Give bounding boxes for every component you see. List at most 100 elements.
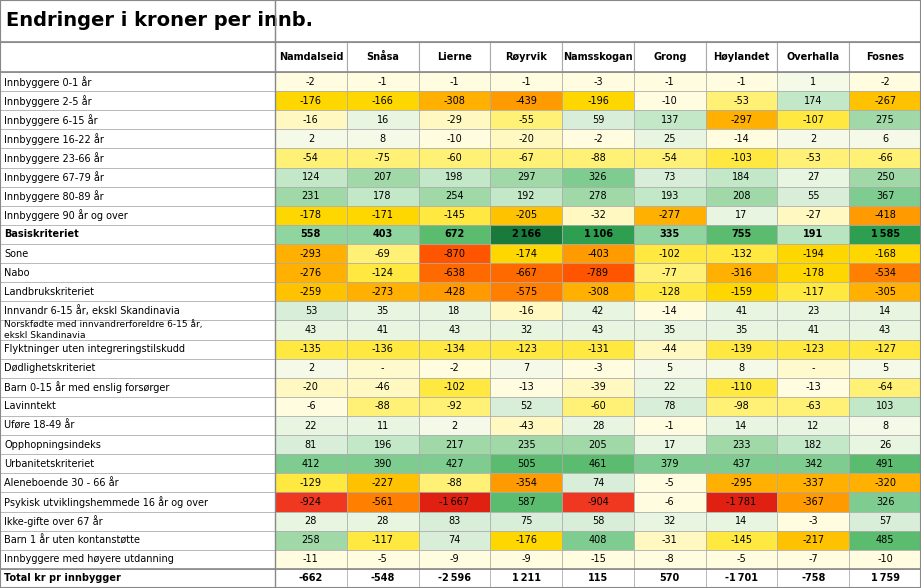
Bar — [347, 339, 418, 359]
Text: -66: -66 — [877, 153, 893, 163]
Bar — [777, 42, 849, 72]
Text: -9: -9 — [449, 554, 460, 564]
Text: -123: -123 — [515, 344, 537, 354]
Text: -44: -44 — [662, 344, 678, 354]
Bar — [418, 206, 490, 225]
Text: 18: 18 — [449, 306, 460, 316]
Bar — [347, 416, 418, 435]
Text: 17: 17 — [664, 440, 676, 450]
Bar — [275, 492, 347, 512]
Bar — [418, 91, 490, 110]
Text: Flyktninger uten integreringstilskudd: Flyktninger uten integreringstilskudd — [4, 344, 185, 354]
Text: 57: 57 — [879, 516, 892, 526]
Bar — [490, 168, 562, 186]
Bar — [0, 397, 275, 416]
Text: 75: 75 — [520, 516, 532, 526]
Bar — [347, 225, 418, 244]
Bar — [705, 569, 777, 588]
Bar — [275, 416, 347, 435]
Text: 326: 326 — [589, 172, 607, 182]
Text: -67: -67 — [519, 153, 534, 163]
Text: 14: 14 — [736, 420, 748, 430]
Text: -904: -904 — [587, 497, 609, 507]
Bar — [849, 550, 921, 569]
Bar — [634, 282, 705, 301]
Bar — [490, 454, 562, 473]
Bar — [347, 301, 418, 320]
Bar — [634, 530, 705, 550]
Bar — [777, 512, 849, 530]
Text: 35: 35 — [735, 325, 748, 335]
Bar — [275, 397, 347, 416]
Bar — [418, 42, 490, 72]
Text: -354: -354 — [515, 478, 537, 488]
Bar — [0, 110, 275, 129]
Bar — [634, 435, 705, 454]
Text: -259: -259 — [300, 287, 322, 297]
Bar — [849, 473, 921, 492]
Bar — [490, 206, 562, 225]
Bar — [347, 530, 418, 550]
Bar — [490, 473, 562, 492]
Text: 1 759: 1 759 — [870, 573, 900, 583]
Text: 254: 254 — [445, 191, 464, 201]
Bar — [777, 110, 849, 129]
Text: -145: -145 — [443, 211, 465, 220]
Text: 408: 408 — [589, 535, 607, 545]
Bar — [562, 148, 634, 168]
Text: Basiskriteriet: Basiskriteriet — [4, 229, 79, 239]
Bar — [777, 454, 849, 473]
Bar — [705, 186, 777, 206]
Text: 52: 52 — [520, 402, 532, 412]
Bar — [562, 397, 634, 416]
Text: 78: 78 — [664, 402, 676, 412]
Bar — [0, 244, 275, 263]
Bar — [347, 129, 418, 148]
Bar — [490, 301, 562, 320]
Bar — [490, 225, 562, 244]
Text: -166: -166 — [372, 96, 393, 106]
Text: -75: -75 — [375, 153, 391, 163]
Text: 115: 115 — [588, 573, 608, 583]
Bar — [849, 320, 921, 339]
Text: -638: -638 — [444, 268, 465, 278]
Bar — [275, 206, 347, 225]
Text: 16: 16 — [377, 115, 389, 125]
Text: Namsskogan: Namsskogan — [563, 52, 633, 62]
Bar — [0, 473, 275, 492]
Bar — [562, 186, 634, 206]
Text: 35: 35 — [664, 325, 676, 335]
Bar — [849, 42, 921, 72]
Text: -102: -102 — [659, 249, 681, 259]
Bar — [849, 454, 921, 473]
Bar — [347, 454, 418, 473]
Bar — [490, 569, 562, 588]
Text: 81: 81 — [305, 440, 317, 450]
Bar — [777, 282, 849, 301]
Text: -1: -1 — [378, 76, 388, 86]
Text: 196: 196 — [374, 440, 391, 450]
Text: Dødlighetskriteriet: Dødlighetskriteriet — [4, 363, 96, 373]
Bar — [634, 263, 705, 282]
Bar — [705, 320, 777, 339]
Bar — [777, 129, 849, 148]
Text: Aleneboende 30 - 66 år: Aleneboende 30 - 66 år — [4, 478, 119, 488]
Text: -667: -667 — [515, 268, 537, 278]
Text: 27: 27 — [807, 172, 820, 182]
Text: 5: 5 — [882, 363, 888, 373]
Text: 485: 485 — [876, 535, 894, 545]
Bar — [849, 377, 921, 397]
Text: 367: 367 — [876, 191, 894, 201]
Bar — [490, 186, 562, 206]
Text: -320: -320 — [874, 478, 896, 488]
Text: -168: -168 — [874, 249, 896, 259]
Bar — [347, 244, 418, 263]
Text: 326: 326 — [876, 497, 894, 507]
Bar — [849, 129, 921, 148]
Text: -534: -534 — [874, 268, 896, 278]
Text: Innbyggere 90 år og over: Innbyggere 90 år og over — [4, 209, 128, 221]
Text: -337: -337 — [802, 478, 824, 488]
Text: Barn 1 år uten kontanstøtte: Barn 1 år uten kontanstøtte — [4, 535, 140, 545]
Text: -53: -53 — [805, 153, 822, 163]
Text: 379: 379 — [660, 459, 679, 469]
